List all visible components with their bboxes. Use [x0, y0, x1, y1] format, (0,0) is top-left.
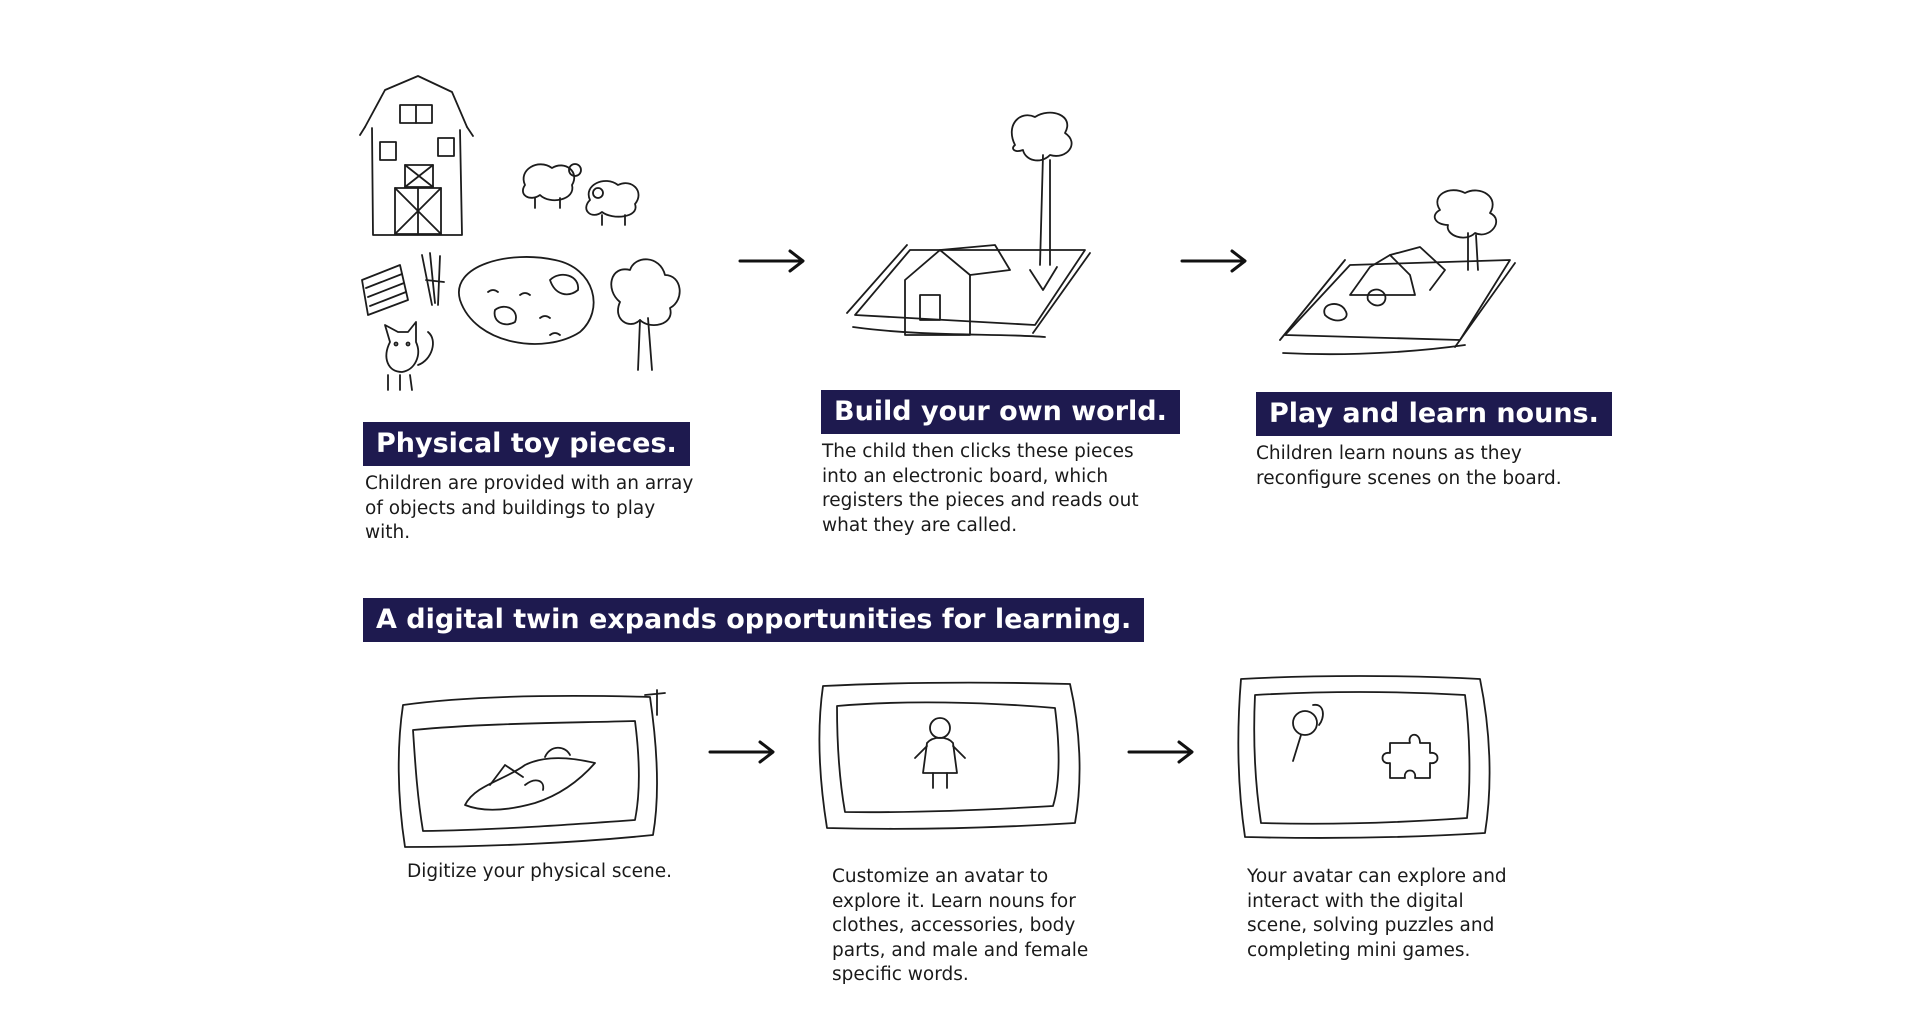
- right-arrow-icon: [708, 740, 775, 764]
- toy-pieces-sketch: [359, 75, 681, 391]
- step-description-build-world: The child then clicks these pieces into …: [822, 441, 1139, 536]
- step-description-explore: Your avatar can explore and interact wit…: [1247, 866, 1507, 961]
- step-description-physical-toys: Children are provided with an array of o…: [365, 473, 694, 543]
- right-arrow-icon: [1180, 249, 1247, 273]
- step-title-physical-toys: Physical toy pieces.: [363, 422, 690, 466]
- step-description-play-learn: Children learn nouns as they reconfigure…: [1256, 443, 1562, 489]
- step-description-digitize: Digitize your physical scene.: [407, 861, 673, 882]
- step-title-play-learn: Play and learn nouns.: [1256, 392, 1612, 436]
- right-arrow-icon: [738, 249, 805, 273]
- tablet-games-sketch: [1237, 675, 1491, 839]
- step-description-avatar: Customize an avatar to explore it. Learn…: [832, 866, 1089, 985]
- board-with-house-sketch: [846, 111, 1091, 338]
- step-title-build-world: Build your own world.: [821, 390, 1180, 434]
- tablet-avatar-sketch: [818, 681, 1081, 830]
- board-scene-sketch: [1279, 189, 1516, 356]
- section-title: A digital twin expands opportunities for…: [363, 598, 1145, 642]
- right-arrow-icon: [1127, 740, 1194, 764]
- tablet-scene-sketch: [397, 689, 666, 848]
